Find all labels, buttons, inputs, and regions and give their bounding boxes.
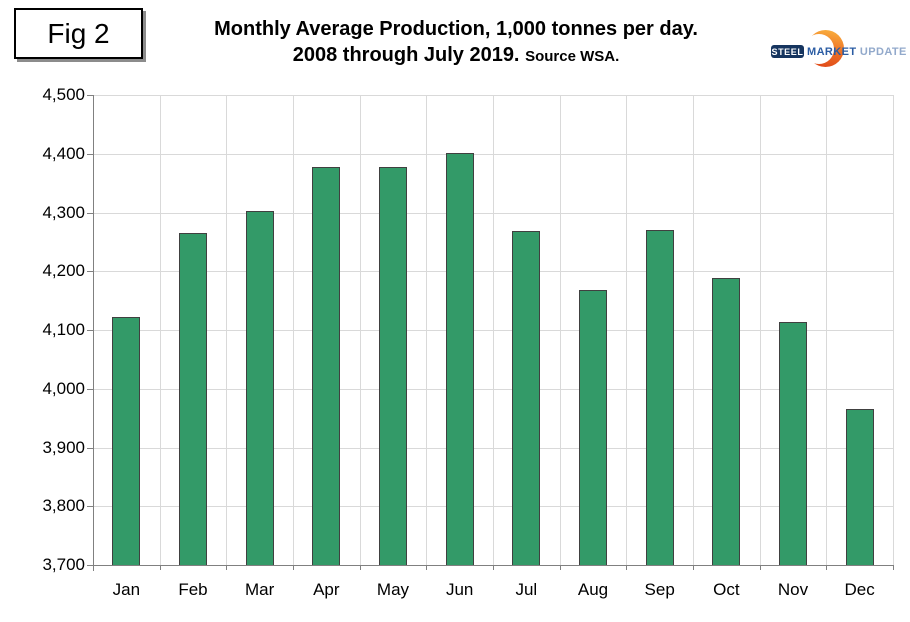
bar-feb bbox=[179, 233, 207, 565]
y-axis-tick bbox=[87, 271, 93, 273]
x-axis-tick bbox=[293, 565, 294, 570]
logo-update-text: UPDATE bbox=[859, 46, 907, 58]
bar-jan bbox=[112, 317, 141, 565]
y-axis-tick-label: 3,900 bbox=[42, 437, 85, 457]
logo-steel-text: STEEL bbox=[771, 46, 804, 57]
bar-oct bbox=[712, 278, 741, 565]
y-axis-tick bbox=[87, 95, 93, 96]
logo-steel-badge: STEEL bbox=[771, 45, 804, 58]
y-axis-tick bbox=[87, 388, 93, 390]
logo-wordmark: MARKET UPDATE bbox=[807, 46, 907, 58]
x-axis-tick bbox=[759, 565, 761, 570]
bar-mar bbox=[245, 210, 274, 565]
bar-apr bbox=[312, 166, 341, 565]
y-axis-line bbox=[93, 95, 94, 571]
chart-title-line2: 2008 through July 2019. Source WSA. bbox=[150, 42, 762, 68]
bar-dec bbox=[845, 408, 874, 565]
bar-sep bbox=[645, 229, 674, 565]
x-gridline bbox=[559, 95, 561, 565]
bar-nov bbox=[779, 322, 807, 565]
x-axis-label-jun: Jun bbox=[445, 580, 474, 599]
y-axis-tick bbox=[87, 330, 93, 331]
x-axis-label-sep: Sep bbox=[644, 580, 675, 599]
x-axis-label-jul: Jul bbox=[515, 580, 538, 599]
chart-title: Monthly Average Production, 1,000 tonnes… bbox=[150, 16, 762, 68]
x-gridline bbox=[493, 95, 494, 565]
x-gridline bbox=[693, 95, 694, 565]
x-axis-tick bbox=[159, 565, 161, 570]
y-axis-tick-label: 4,500 bbox=[42, 85, 85, 104]
x-axis-label-feb: Feb bbox=[178, 580, 208, 599]
x-axis-tick bbox=[493, 565, 494, 570]
y-axis-tick-label: 4,100 bbox=[42, 320, 85, 339]
steel-market-update-logo: MARKET UPDATE STEEL bbox=[766, 28, 906, 72]
x-gridline bbox=[293, 95, 294, 565]
y-axis-tick bbox=[87, 153, 93, 155]
y-axis-tick bbox=[87, 565, 93, 566]
y-axis-tick-label: 4,300 bbox=[42, 202, 85, 222]
bar-jun bbox=[445, 152, 474, 565]
x-axis-tick bbox=[426, 565, 428, 570]
x-axis-tick bbox=[626, 565, 628, 570]
x-axis-label-nov: Nov bbox=[777, 580, 809, 599]
x-axis-label-mar: Mar bbox=[245, 580, 275, 599]
x-gridline bbox=[893, 95, 894, 565]
logo-market-text: MARKET bbox=[807, 46, 857, 58]
x-axis-label-jan: Jan bbox=[112, 580, 141, 599]
y-axis-tick-label: 4,400 bbox=[42, 143, 85, 163]
logo-crescent-cutout bbox=[804, 34, 834, 64]
x-axis-tick bbox=[893, 565, 894, 570]
x-axis-tick bbox=[559, 565, 561, 570]
x-axis-tick bbox=[226, 565, 228, 570]
x-axis-label-aug: Aug bbox=[577, 580, 609, 599]
x-gridline bbox=[359, 95, 361, 565]
x-axis-label-dec: Dec bbox=[844, 580, 875, 599]
x-gridline bbox=[426, 95, 428, 565]
x-gridline bbox=[159, 95, 161, 565]
x-axis-tick bbox=[359, 565, 361, 570]
y-axis-tick-label: 3,800 bbox=[42, 496, 85, 516]
x-axis-tick bbox=[693, 565, 694, 570]
bar-aug bbox=[579, 290, 607, 565]
figure-label-box: Fig 2 bbox=[14, 8, 143, 59]
x-axis-line bbox=[88, 565, 893, 566]
x-axis-tick bbox=[826, 565, 828, 570]
chart-title-line1: Monthly Average Production, 1,000 tonnes… bbox=[214, 18, 698, 40]
chart-title-period: 2008 through July 2019. bbox=[292, 44, 520, 66]
figure-label: Fig 2 bbox=[47, 17, 110, 49]
x-gridline bbox=[759, 95, 761, 565]
y-axis-tick-label: 4,200 bbox=[42, 261, 85, 281]
y-axis-tick bbox=[87, 506, 93, 508]
x-axis-label-may: May bbox=[376, 580, 410, 599]
x-gridline bbox=[826, 95, 828, 565]
y-axis-tick bbox=[87, 447, 93, 449]
y-axis-tick-label: 3,700 bbox=[42, 555, 85, 574]
chart-title-source: Source WSA. bbox=[525, 48, 620, 65]
x-axis-label-oct: Oct bbox=[713, 580, 740, 599]
bar-may bbox=[379, 167, 407, 565]
bar-jul bbox=[512, 230, 541, 565]
x-axis-label-apr: Apr bbox=[313, 580, 340, 599]
x-gridline bbox=[226, 95, 228, 565]
y-axis-tick bbox=[87, 212, 93, 214]
x-gridline bbox=[626, 95, 628, 565]
y-axis-tick-label: 4,000 bbox=[42, 378, 85, 398]
